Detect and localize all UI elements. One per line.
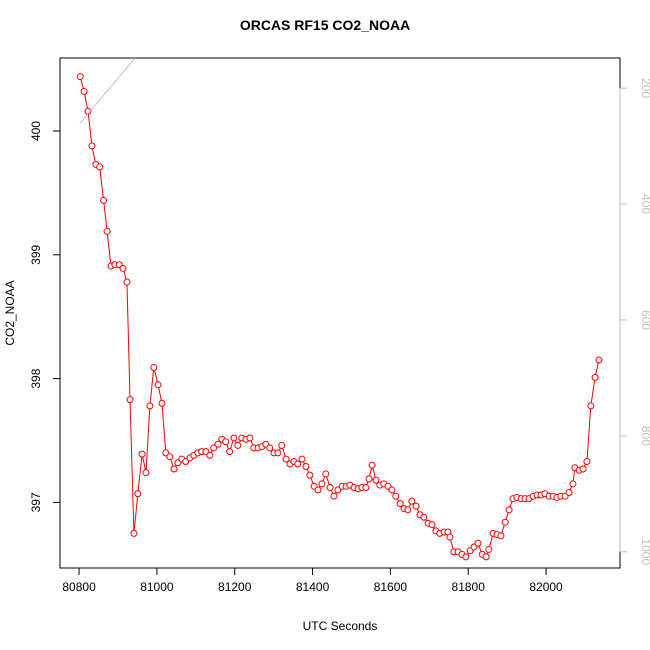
y-tick-label: 399: [29, 244, 43, 264]
data-point: [322, 470, 330, 478]
data-point: [210, 444, 218, 452]
data-point: [170, 465, 178, 473]
data-point: [446, 533, 454, 541]
data-point: [246, 434, 254, 442]
data-point: [126, 396, 134, 404]
data-point: [501, 518, 509, 526]
chart-title: ORCAS RF15 CO2_NOAA: [240, 17, 410, 33]
data-point: [103, 227, 111, 235]
data-point: [408, 497, 416, 505]
data-point: [334, 486, 342, 494]
data-point: [278, 441, 286, 449]
data-point: [306, 471, 314, 479]
data-point: [579, 465, 587, 473]
x-tick-label: 82000: [529, 580, 563, 594]
data-point: [214, 440, 222, 448]
data-point: [226, 448, 234, 456]
y-tick-label: 400: [29, 121, 43, 141]
data-point: [462, 553, 470, 561]
data-point: [119, 264, 127, 272]
data-point: [88, 142, 96, 150]
y-tick-label: 397: [29, 492, 43, 512]
x-tick-label: 81000: [140, 580, 174, 594]
data-point: [595, 356, 603, 364]
data-point: [234, 441, 242, 449]
data-point: [396, 500, 404, 508]
y2-tick-label: 400: [639, 194, 650, 214]
data-point: [302, 462, 310, 470]
data-point: [482, 553, 490, 561]
data-point: [206, 451, 214, 459]
data-point: [485, 545, 493, 553]
data-point: [100, 196, 108, 204]
data-point: [294, 460, 302, 468]
data-point: [230, 434, 238, 442]
data-point: [142, 469, 150, 477]
data-point: [505, 506, 513, 514]
data-point: [565, 488, 573, 496]
data-point: [222, 438, 230, 446]
y2-tick-label: 1000: [639, 538, 650, 565]
x-axis-label: UTC Seconds: [303, 619, 378, 633]
data-point: [298, 455, 306, 463]
data-point: [138, 450, 146, 458]
data-point: [365, 475, 373, 483]
data-point: [314, 486, 322, 494]
data-point: [146, 402, 154, 410]
data-point: [123, 278, 131, 286]
data-point: [76, 73, 84, 81]
data-point: [150, 363, 158, 371]
data-point: [318, 480, 326, 488]
y2-tick-label: 800: [639, 426, 650, 446]
plot-area: [76, 58, 603, 561]
y2-tick-label: 600: [639, 310, 650, 330]
data-point: [372, 476, 380, 484]
data-point: [404, 506, 412, 514]
data-point: [420, 513, 428, 521]
y-tick-label: 398: [29, 368, 43, 388]
x-tick-label: 81200: [218, 580, 252, 594]
data-point: [428, 521, 436, 529]
data-point: [274, 449, 282, 457]
data-point: [326, 484, 334, 492]
data-point: [362, 484, 370, 492]
data-point: [587, 402, 595, 410]
data-point: [569, 480, 577, 488]
data-point: [392, 492, 400, 500]
y-axis-label: CO2_NOAA: [3, 280, 17, 345]
data-point: [412, 502, 420, 510]
data-point: [497, 532, 505, 540]
data-point: [158, 399, 166, 407]
data-point: [134, 490, 142, 498]
data-point: [266, 444, 274, 452]
data-point: [388, 486, 396, 494]
data-point: [368, 461, 376, 469]
x-tick-label: 81400: [296, 580, 330, 594]
y2-tick-label: 200: [639, 78, 650, 98]
x-tick-label: 81800: [452, 580, 486, 594]
data-point: [130, 529, 138, 537]
data-point: [583, 458, 591, 466]
x-tick-label: 80800: [62, 580, 96, 594]
data-point: [80, 87, 88, 95]
data-point: [182, 458, 190, 466]
data-point: [96, 163, 104, 171]
data-point: [154, 381, 162, 389]
data-point: [591, 373, 599, 381]
x-tick-label: 81600: [374, 580, 408, 594]
data-point: [330, 492, 338, 500]
data-point: [282, 455, 290, 463]
data-point: [474, 539, 482, 547]
series-line: [79, 58, 136, 124]
data-point: [166, 453, 174, 461]
